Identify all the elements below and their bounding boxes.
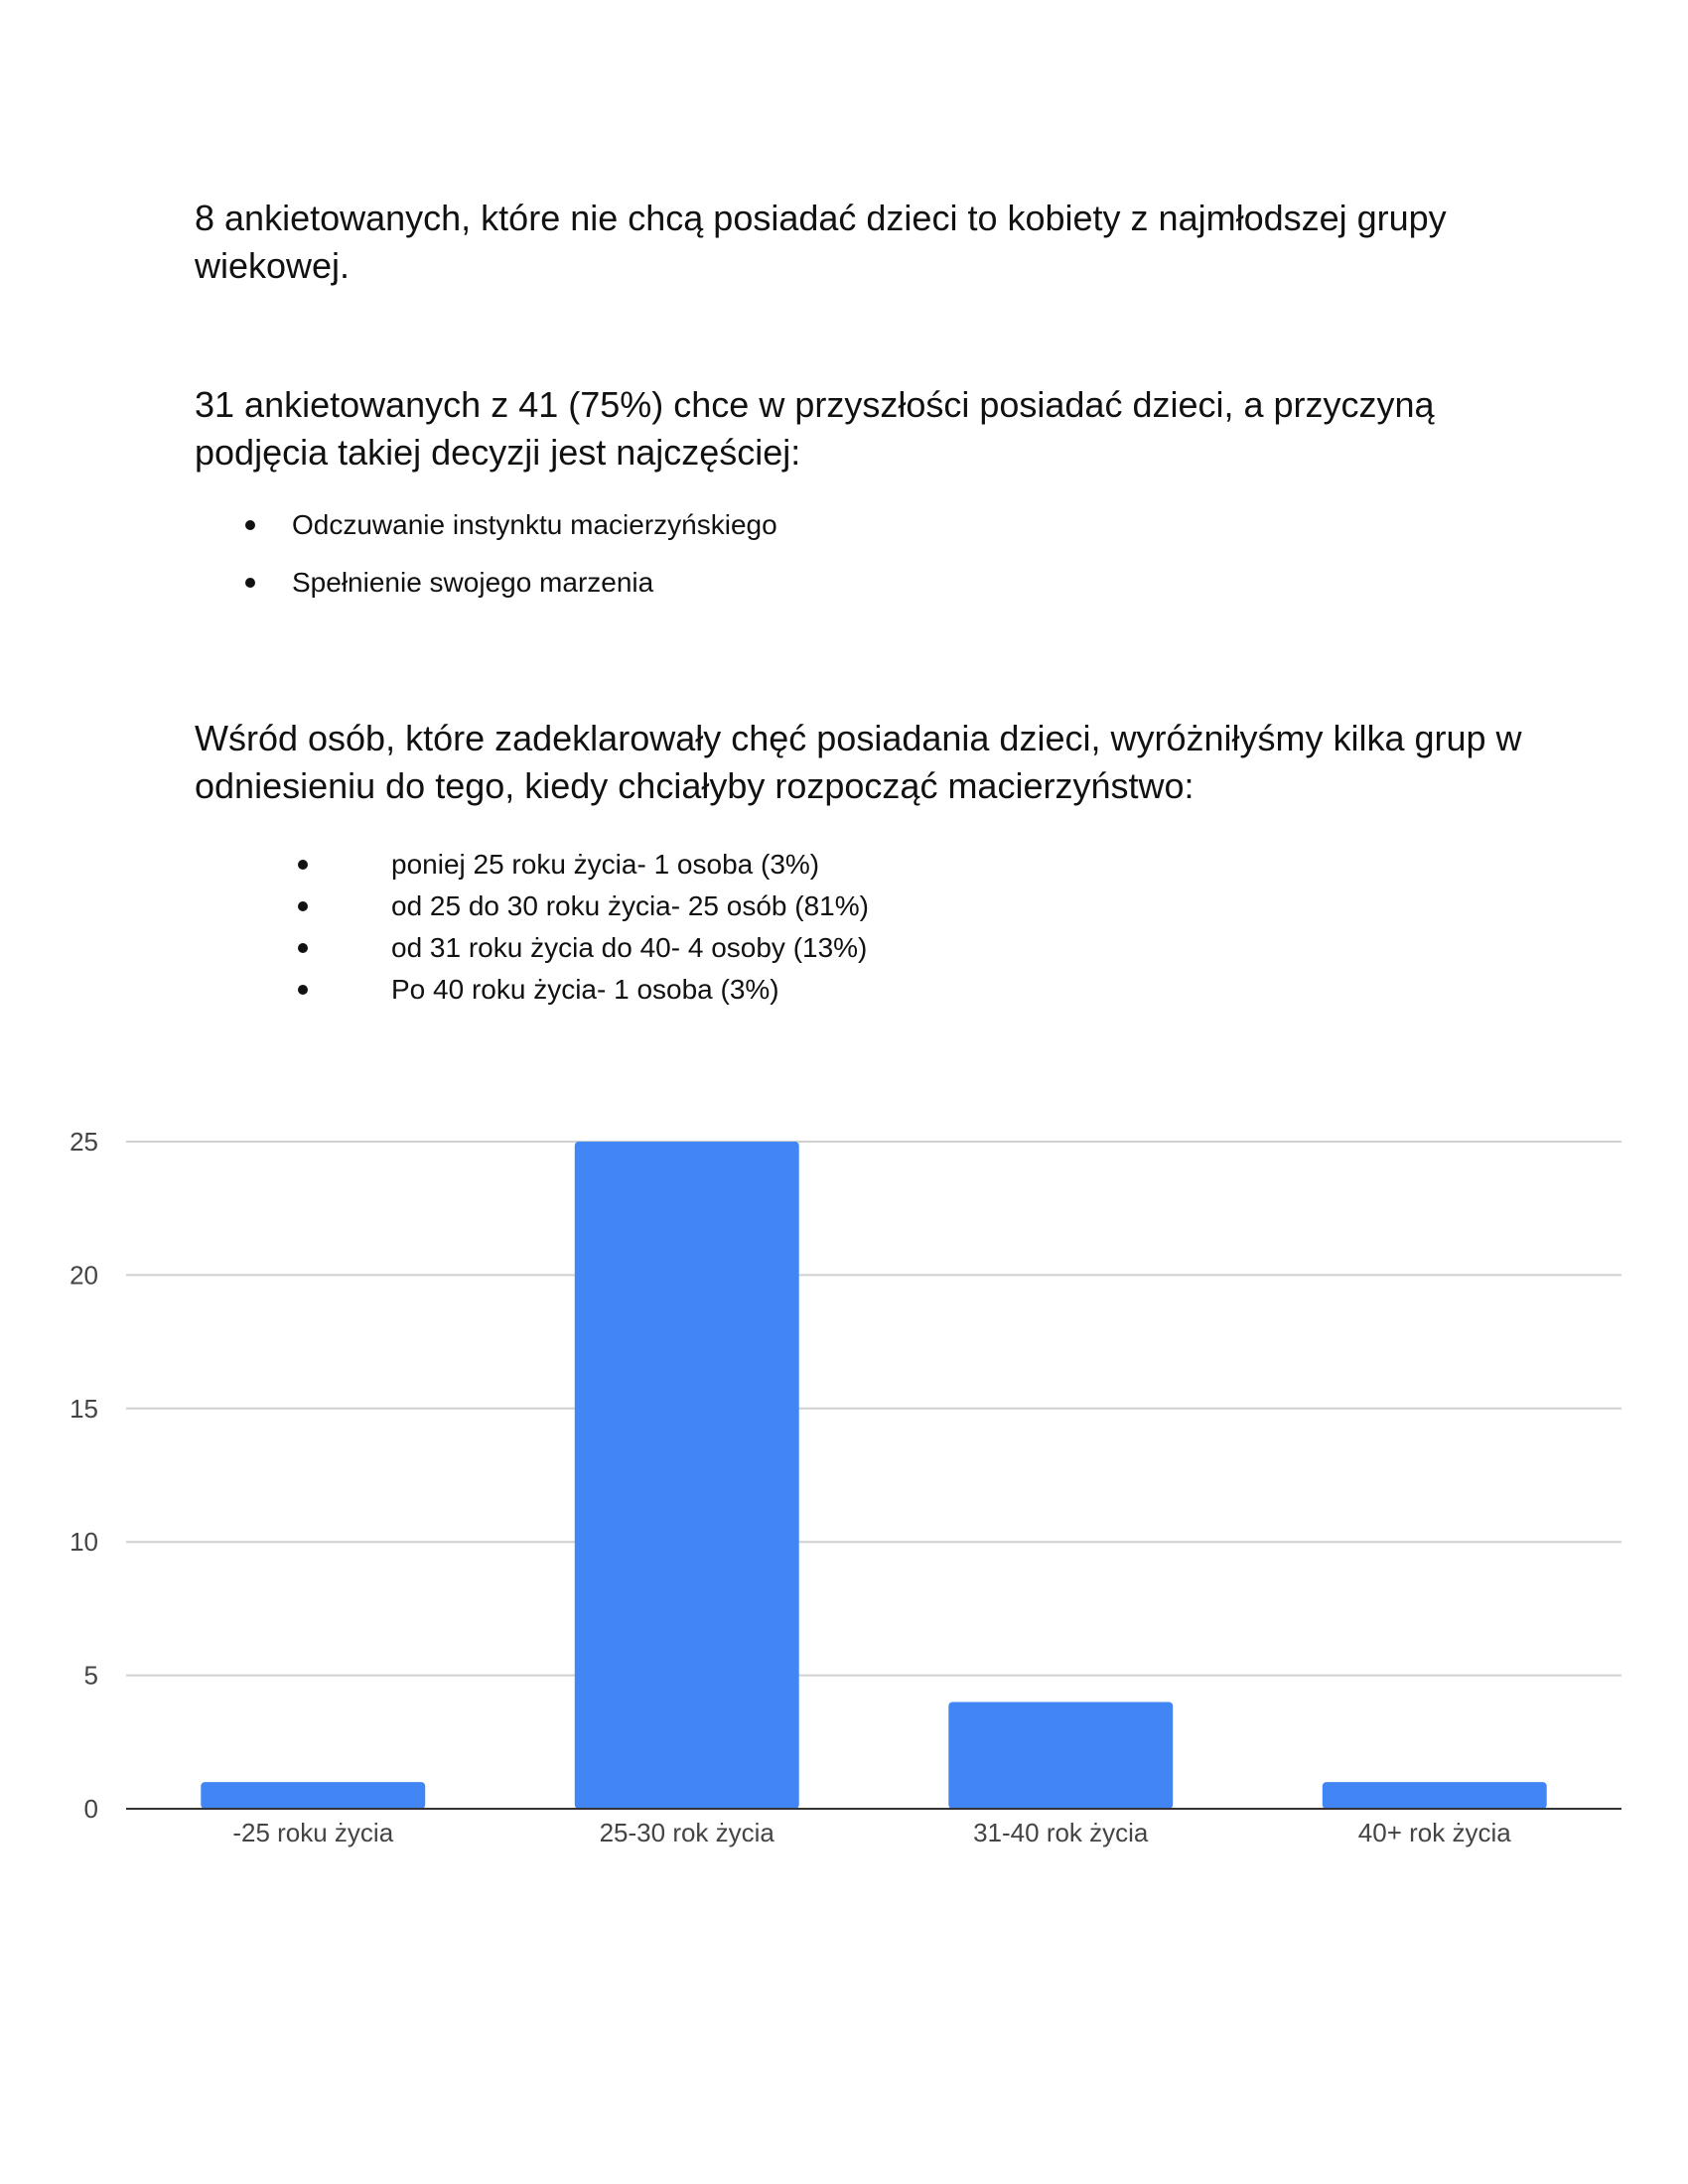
bullet-icon <box>245 520 255 530</box>
age-group-text: Po 40 roku życia- 1 osoba (3%) <box>391 974 779 1005</box>
bullet-icon <box>298 860 308 870</box>
y-tick-label: 25 <box>70 1127 98 1157</box>
age-group-item: Po 40 roku życia- 1 osoba (3%) <box>298 969 869 1011</box>
y-tick-label: 0 <box>84 1794 98 1824</box>
x-tick-label: -25 roku życia <box>232 1818 393 1847</box>
bar <box>948 1702 1174 1809</box>
age-group-text: od 31 roku życia do 40- 4 osoby (13%) <box>391 932 868 963</box>
bar-chart: 0 5 10 15 20 25 -25 roku życia 25-30 rok życia 3… <box>70 1127 1621 1847</box>
age-group-item: poniej 25 roku życia- 1 osoba (3%) <box>298 844 869 886</box>
reason-text: Spełnienie swojego marzenia <box>292 567 654 598</box>
paragraph-age-groups: Wśród osób, które zadeklarowały chęć pos… <box>195 718 1522 806</box>
age-group-text: poniej 25 roku życia- 1 osoba (3%) <box>391 849 820 880</box>
y-tick-label: 20 <box>70 1260 98 1290</box>
bar <box>201 1782 426 1809</box>
y-tick-label: 10 <box>70 1527 98 1557</box>
x-tick-label: 31-40 rok życia <box>973 1818 1149 1847</box>
bullet-icon <box>245 578 255 588</box>
age-group-item: od 25 do 30 roku życia- 25 osób (81%) <box>298 886 869 927</box>
reason-text: Odczuwanie instynktu macierzyńskiego <box>292 509 777 540</box>
bullet-icon <box>298 985 308 995</box>
bar <box>574 1142 799 1809</box>
bar <box>1322 1782 1547 1809</box>
age-group-text: od 25 do 30 roku życia- 25 osób (81%) <box>391 890 869 921</box>
reason-item: Spełnienie swojego marzenia <box>245 562 777 619</box>
x-tick-label: 25-30 rok życia <box>600 1818 775 1847</box>
x-tick-label: 40+ rok życia <box>1358 1818 1511 1847</box>
paragraph-want-children: 31 ankietowanych z 41 (75%) chce w przys… <box>195 384 1435 473</box>
age-group-item: od 31 roku życia do 40- 4 osoby (13%) <box>298 927 869 969</box>
paragraph-no-children: 8 ankietowanych, które nie chcą posiadać… <box>195 198 1447 286</box>
y-tick-label: 5 <box>84 1661 98 1691</box>
bullet-icon <box>298 901 308 911</box>
bullet-icon <box>298 943 308 953</box>
age-groups-list: poniej 25 roku życia- 1 osoba (3%) od 25… <box>298 844 869 1011</box>
reason-item: Odczuwanie instynktu macierzyńskiego <box>245 504 777 562</box>
y-tick-label: 15 <box>70 1394 98 1424</box>
reasons-list: Odczuwanie instynktu macierzyńskiego Spe… <box>245 504 777 619</box>
